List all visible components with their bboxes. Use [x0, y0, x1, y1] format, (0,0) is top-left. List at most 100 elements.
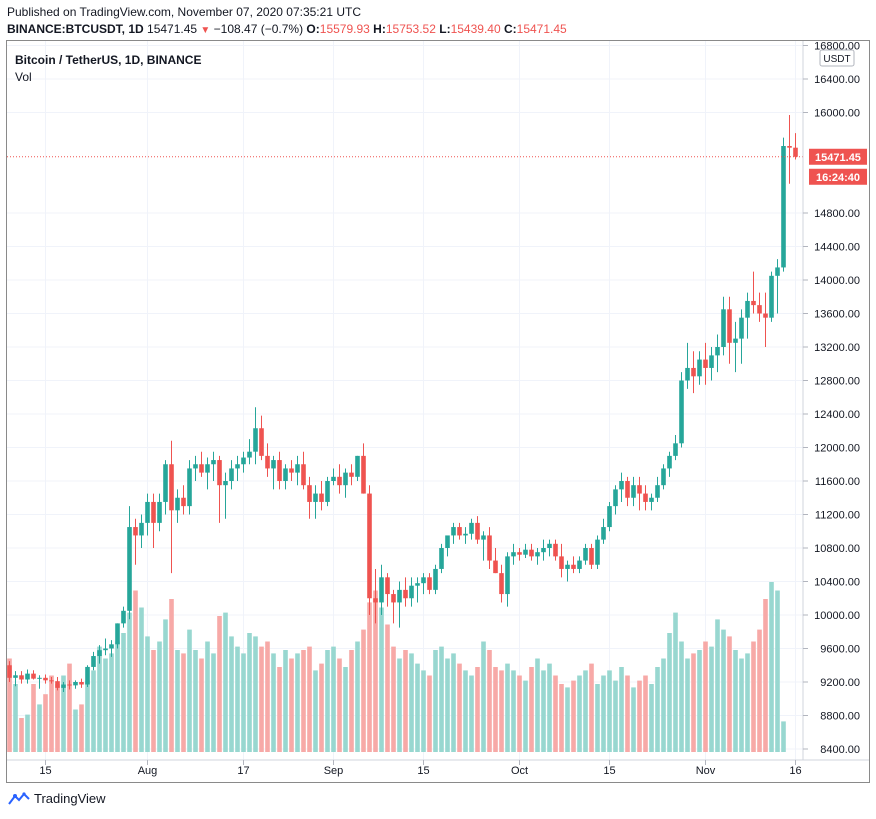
- volume-bar: [739, 658, 744, 752]
- candle-body: [331, 476, 336, 481]
- candle-body: [517, 552, 522, 555]
- candle-body: [793, 147, 798, 157]
- volume-bar: [157, 641, 162, 752]
- candle-body: [649, 497, 654, 502]
- volume-bar: [223, 612, 228, 752]
- candle-body: [55, 681, 60, 688]
- open-value: 15579.93: [319, 22, 370, 36]
- time-tick-label: 16: [789, 765, 801, 777]
- candle: [133, 518, 138, 565]
- chart-frame[interactable]: [6, 40, 870, 783]
- candle: [481, 531, 486, 561]
- candle-body: [583, 548, 588, 561]
- volume-bar: [553, 675, 558, 752]
- candle-body: [463, 533, 468, 536]
- candle: [565, 560, 570, 582]
- candle: [403, 577, 408, 607]
- candle-body: [79, 682, 84, 685]
- volume-bar: [121, 633, 126, 752]
- volume-bar: [565, 687, 570, 752]
- unit-label: USDT: [823, 54, 850, 65]
- candle-body: [697, 359, 702, 377]
- volume-bar: [109, 653, 114, 752]
- price-axis[interactable]: 8400.00 8800.00 9200.00 9600.00 10000.00 1040…: [803, 41, 860, 757]
- candle-body: [367, 493, 372, 599]
- candle: [463, 527, 468, 544]
- unit-badge[interactable]: USDT: [819, 49, 855, 67]
- candle: [685, 342, 690, 389]
- candle-body: [505, 556, 510, 595]
- volume-bar: [169, 599, 174, 752]
- candle-body: [535, 552, 540, 557]
- volume-bar: [259, 646, 264, 752]
- candle-body: [415, 583, 420, 586]
- volume-bar: [691, 653, 696, 752]
- candle-body: [271, 460, 276, 469]
- candle: [175, 489, 180, 523]
- volume-bar: [91, 670, 96, 752]
- time-axis[interactable]: 15 Aug 17 Sep 15 Oct 15 Nov 16: [39, 760, 802, 777]
- candle-body: [625, 481, 630, 498]
- volume-bar: [13, 684, 18, 752]
- candle-body: [493, 560, 498, 574]
- volume-bar: [193, 650, 198, 752]
- candle: [691, 351, 696, 394]
- volume-bar: [391, 646, 396, 752]
- candle-body: [715, 347, 720, 356]
- volume-bar: [247, 633, 252, 752]
- footer[interactable]: TradingView: [8, 791, 106, 806]
- symbol-label[interactable]: BINANCE:BTCUSDT, 1D: [7, 22, 144, 36]
- volume-bar: [607, 670, 612, 752]
- candle-body: [121, 610, 126, 624]
- candle-body: [313, 493, 318, 502]
- candle-body: [241, 457, 246, 465]
- candle: [523, 543, 528, 559]
- candle: [289, 460, 294, 481]
- candle: [187, 460, 192, 515]
- candle: [235, 455, 240, 481]
- candle-body: [655, 485, 660, 498]
- candle-body: [97, 650, 102, 657]
- volume-bar: [19, 718, 24, 752]
- volume-bar: [505, 663, 510, 752]
- candle: [271, 455, 276, 490]
- candle: [727, 296, 732, 364]
- volume-bar: [355, 641, 360, 752]
- candle: [607, 501, 612, 532]
- volume-bar: [667, 633, 672, 752]
- candle-body: [73, 682, 78, 686]
- volume-bar: [535, 658, 540, 752]
- candle-body: [571, 564, 576, 569]
- volume-bar: [427, 675, 432, 752]
- volume-bar: [115, 641, 120, 752]
- candle: [673, 434, 678, 461]
- volume-bar: [49, 675, 54, 752]
- candle-body: [781, 146, 786, 268]
- candle-body: [673, 443, 678, 456]
- candle-body: [127, 527, 132, 611]
- volume-bar: [133, 590, 138, 752]
- price-tick-label: 12000.00: [814, 443, 860, 455]
- candle-body: [217, 460, 222, 486]
- volume-bar: [685, 658, 690, 752]
- candle-body: [295, 464, 300, 473]
- change-value: −108.47 (−0.7%): [213, 22, 304, 36]
- volume-bar: [283, 650, 288, 752]
- candle: [619, 472, 624, 502]
- volume-bar: [547, 663, 552, 752]
- candle: [313, 485, 318, 519]
- volume-bar: [349, 650, 354, 752]
- volume-bar: [85, 680, 90, 752]
- candle: [763, 292, 768, 347]
- candle: [7, 661, 12, 682]
- volume-bar: [445, 658, 450, 752]
- candle-body: [169, 464, 174, 511]
- volume-bar: [751, 641, 756, 752]
- candle: [751, 271, 756, 314]
- candle: [421, 573, 426, 595]
- volume-bar: [175, 650, 180, 752]
- candle: [469, 518, 474, 540]
- candle-body: [403, 589, 408, 599]
- candle: [217, 455, 222, 523]
